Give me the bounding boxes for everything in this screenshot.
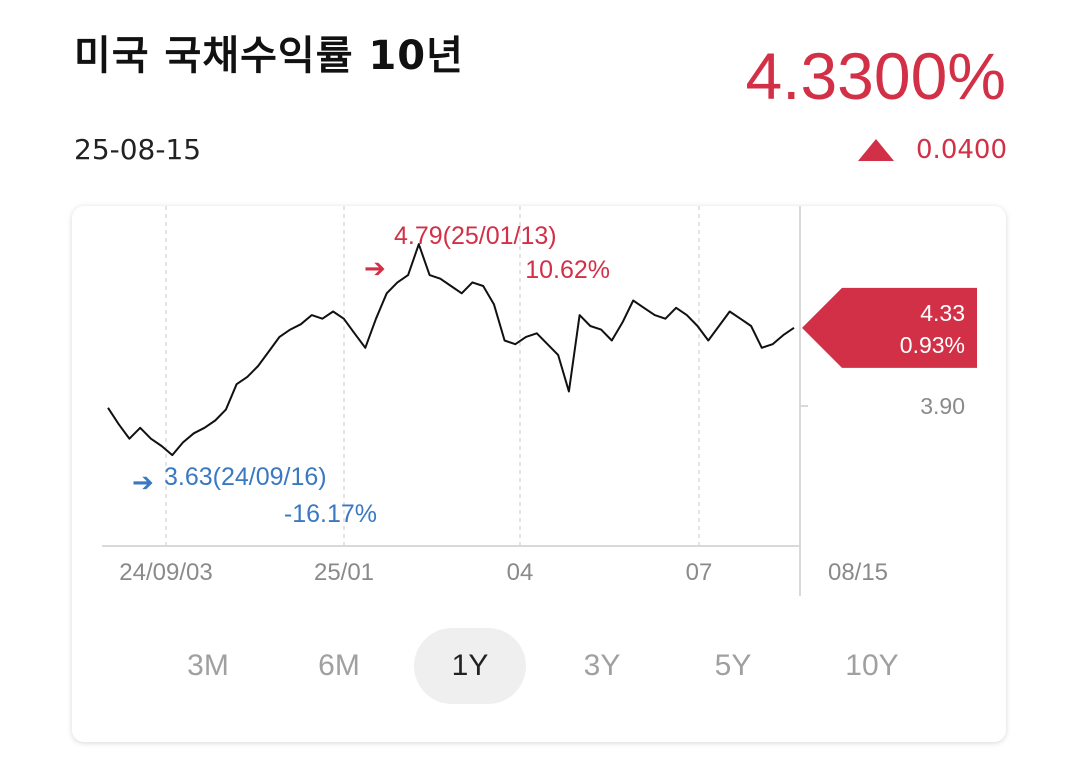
series-line (107, 243, 795, 457)
period-selector: 3M 6M 1Y 3Y 5Y 10Y (72, 628, 1006, 706)
chart-grid (165, 206, 700, 546)
yield-change: 0.0400 (858, 133, 1007, 167)
current-value: 4.33 (920, 300, 965, 326)
change-value: 0.0400 (916, 135, 1007, 165)
up-triangle-icon (858, 139, 895, 161)
chart-card: 24/09/03 25/01 04 07 08/15 ➔ 4.79(25/01/13) … (72, 206, 1006, 742)
quote-date: 25-08-15 (74, 133, 202, 166)
low-arrow-icon: ➔ (132, 468, 154, 498)
x-tick-label: 25/01 (314, 559, 374, 586)
x-tick-label: 07 (686, 559, 713, 586)
x-tick-label: 08/15 (828, 559, 888, 586)
current-value-tag: 4.33 0.93% (802, 287, 977, 368)
page-title: 미국 국채수익률 10년 (74, 33, 464, 79)
period-10y[interactable]: 10Y (845, 649, 899, 682)
x-tick-label: 24/09/03 (119, 559, 212, 586)
high-arrow-icon: ➔ (364, 254, 386, 284)
period-5y[interactable]: 5Y (714, 649, 752, 682)
current-pct: 0.93% (900, 332, 965, 358)
low-pct: -16.17% (284, 500, 377, 528)
current-yield: 4.3300% (745, 39, 1006, 113)
y-tick-label: 3.90 (920, 393, 965, 419)
period-1y[interactable]: 1Y (414, 628, 526, 704)
x-axis-ticks: 24/09/03 25/01 04 07 08/15 (119, 559, 888, 586)
low-label: 3.63(24/09/16) (164, 463, 327, 491)
period-3m[interactable]: 3M (187, 649, 229, 682)
high-label: 4.79(25/01/13) (394, 222, 557, 250)
high-pct: 10.62% (525, 256, 610, 284)
x-tick-label: 04 (507, 559, 534, 586)
yield-line-chart[interactable]: 24/09/03 25/01 04 07 08/15 ➔ 4.79(25/01/13) … (72, 206, 1006, 626)
period-6m[interactable]: 6M (318, 649, 360, 682)
period-3y[interactable]: 3Y (583, 649, 621, 682)
